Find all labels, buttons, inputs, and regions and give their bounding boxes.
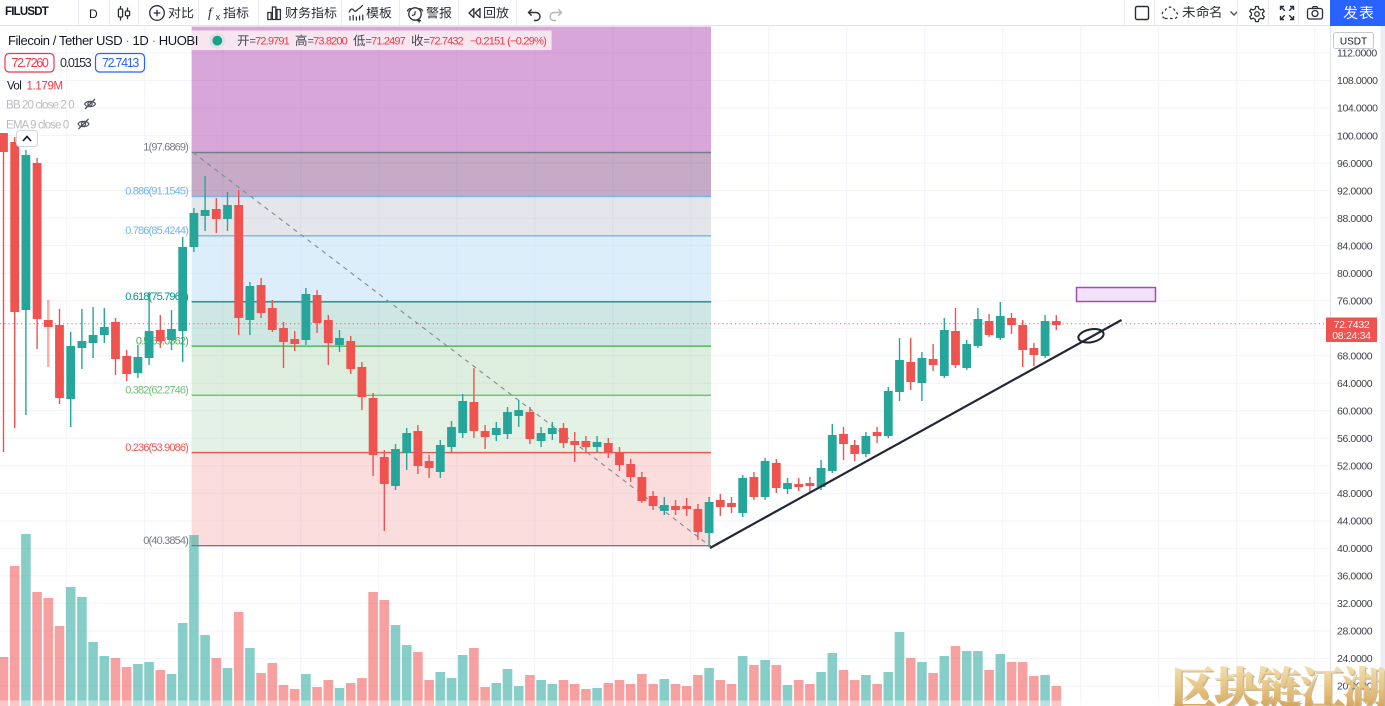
svg-text:72.7260: 72.7260 [11, 56, 48, 70]
svg-text:36.0000: 36.0000 [1337, 571, 1373, 583]
svg-text:28.0000: 28.0000 [1337, 626, 1373, 638]
svg-text:72.7432: 72.7432 [1334, 319, 1370, 331]
svg-text:1(97.6869): 1(97.6869) [143, 142, 188, 154]
svg-text:=72.7432: =72.7432 [424, 36, 464, 48]
svg-text:Filecoin / Tether USD · 1D · H: Filecoin / Tether USD · 1D · HUOBI [8, 33, 198, 48]
svg-text:52.0000: 52.0000 [1337, 461, 1373, 473]
svg-text:x: x [216, 12, 221, 23]
svg-text:=73.8200: =73.8200 [308, 36, 348, 48]
svg-text:BB 20 close 2 0: BB 20 close 2 0 [6, 100, 74, 112]
svg-text:0.786(85.4244): 0.786(85.4244) [125, 225, 188, 237]
svg-text:08:24:34: 08:24:34 [1332, 330, 1371, 342]
svg-text:84.0000: 84.0000 [1337, 240, 1373, 252]
svg-text:0.236(53.9086): 0.236(53.9086) [125, 442, 188, 454]
svg-text:80.0000: 80.0000 [1337, 268, 1373, 280]
svg-text:−0.2151 (−0.29%): −0.2151 (−0.29%) [470, 36, 546, 48]
svg-text:0.0153: 0.0153 [60, 56, 92, 70]
svg-text:92.0000: 92.0000 [1337, 185, 1373, 197]
svg-text:=72.9791: =72.9791 [250, 36, 290, 48]
svg-text:40.0000: 40.0000 [1337, 543, 1373, 555]
svg-text:112.0000: 112.0000 [1337, 48, 1377, 60]
svg-text:0(40.3854): 0(40.3854) [143, 535, 188, 547]
svg-text:76.0000: 76.0000 [1337, 295, 1373, 307]
svg-text:0.382(62.2746): 0.382(62.2746) [125, 385, 188, 397]
svg-text:44.0000: 44.0000 [1337, 516, 1373, 528]
svg-text:96.0000: 96.0000 [1337, 158, 1373, 170]
svg-text:USDT: USDT [1340, 36, 1367, 47]
svg-text:64.0000: 64.0000 [1337, 378, 1373, 390]
svg-text:=71.2497: =71.2497 [366, 36, 406, 48]
svg-text:1.179M: 1.179M [27, 81, 63, 93]
svg-text:56.0000: 56.0000 [1337, 433, 1373, 445]
svg-text:72.7413: 72.7413 [102, 56, 139, 70]
svg-text:48.0000: 48.0000 [1337, 488, 1373, 500]
svg-text:104.0000: 104.0000 [1337, 103, 1378, 115]
svg-text:32.0000: 32.0000 [1337, 598, 1373, 610]
svg-text:Vol: Vol [7, 81, 21, 93]
svg-text:88.0000: 88.0000 [1337, 213, 1373, 225]
svg-text:0.618(75.7969): 0.618(75.7969) [125, 291, 188, 303]
svg-text:0.886(91.1545): 0.886(91.1545) [125, 186, 188, 198]
svg-text:100.0000: 100.0000 [1337, 130, 1378, 142]
svg-text:EMA 9 close 0: EMA 9 close 0 [6, 120, 69, 132]
svg-text:24.0000: 24.0000 [1337, 653, 1373, 665]
svg-text:f: f [208, 6, 214, 21]
svg-text:68.0000: 68.0000 [1337, 350, 1373, 362]
svg-text:108.0000: 108.0000 [1337, 75, 1378, 87]
svg-text:60.0000: 60.0000 [1337, 406, 1373, 418]
